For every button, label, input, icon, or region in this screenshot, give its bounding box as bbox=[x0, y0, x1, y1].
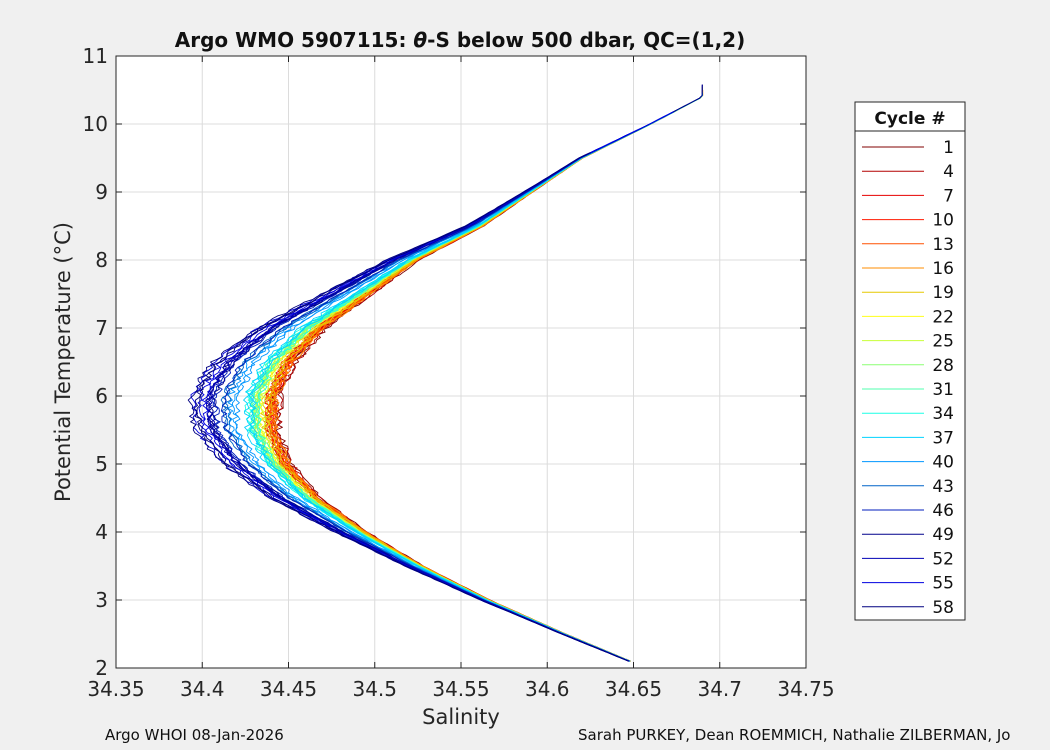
x-tick-label: 34.7 bbox=[697, 677, 742, 701]
legend-label: 22 bbox=[932, 307, 954, 327]
cycle-curve bbox=[232, 130, 637, 662]
y-tick-label: 10 bbox=[83, 112, 108, 136]
series-group bbox=[187, 84, 704, 662]
x-axis-label: Salinity bbox=[422, 705, 500, 729]
legend-label: 43 bbox=[932, 477, 954, 497]
cycle-curve bbox=[193, 152, 629, 662]
y-tick-label: 9 bbox=[95, 180, 108, 204]
legend-label: 37 bbox=[932, 428, 954, 448]
legend-label: 28 bbox=[932, 356, 954, 376]
x-tick-label: 34.4 bbox=[180, 677, 225, 701]
legend-label: 40 bbox=[932, 453, 954, 473]
y-tick-label: 4 bbox=[95, 520, 108, 544]
legend-label: 58 bbox=[932, 598, 954, 618]
cycle-curve bbox=[220, 127, 643, 662]
cycle-curve bbox=[208, 133, 631, 662]
y-axis-label: Potential Temperature (°C) bbox=[51, 222, 75, 502]
footer-source: Argo WHOI 08-Jan-2026 bbox=[105, 726, 284, 744]
legend-label: 34 bbox=[932, 404, 954, 424]
legend-label: 16 bbox=[932, 259, 954, 279]
y-tick-label: 5 bbox=[95, 452, 108, 476]
cycle-curve bbox=[248, 111, 675, 662]
x-tick-label: 34.35 bbox=[87, 677, 144, 701]
legend: Cycle # 1 4 7 10 13 16 19 22 25 28 31 34 37 40 43 46 49 5… bbox=[854, 101, 966, 621]
legend-label: 4 bbox=[943, 162, 954, 182]
y-tick-label: 6 bbox=[95, 384, 108, 408]
legend-label: 10 bbox=[932, 211, 954, 231]
legend-label: 1 bbox=[943, 138, 954, 158]
axis-ticks: 34.35 34.4 34.45 34.5 34.55 34.6 34.65 34.7 34.7… bbox=[83, 44, 835, 701]
x-tick-label: 34.55 bbox=[432, 677, 489, 701]
legend-label: 19 bbox=[932, 283, 954, 303]
legend-label: 13 bbox=[932, 235, 954, 255]
y-tick-label: 2 bbox=[95, 656, 108, 680]
x-tick-label: 34.5 bbox=[352, 677, 397, 701]
x-tick-label: 34.6 bbox=[525, 677, 570, 701]
chart-title: Argo WMO 5907115: θ-S below 500 dbar, QC… bbox=[175, 28, 745, 52]
y-tick-label: 8 bbox=[95, 248, 108, 272]
x-tick-label: 34.75 bbox=[777, 677, 834, 701]
legend-label: 25 bbox=[932, 332, 954, 352]
y-tick-label: 3 bbox=[95, 588, 108, 612]
y-tick-label: 11 bbox=[83, 44, 108, 68]
legend-label: 7 bbox=[943, 186, 954, 206]
x-tick-label: 34.65 bbox=[605, 677, 662, 701]
y-tick-label: 7 bbox=[95, 316, 108, 340]
footer-credits: Sarah PURKEY, Dean ROEMMICH, Nathalie ZI… bbox=[578, 726, 1011, 744]
legend-label: 55 bbox=[932, 574, 954, 594]
legend-label: 52 bbox=[932, 549, 954, 569]
legend-title: Cycle # bbox=[874, 109, 945, 129]
x-tick-label: 34.45 bbox=[260, 677, 317, 701]
legend-label: 46 bbox=[932, 501, 954, 521]
legend-label: 31 bbox=[932, 380, 954, 400]
legend-label: 49 bbox=[932, 525, 954, 545]
legend-box bbox=[854, 101, 966, 621]
